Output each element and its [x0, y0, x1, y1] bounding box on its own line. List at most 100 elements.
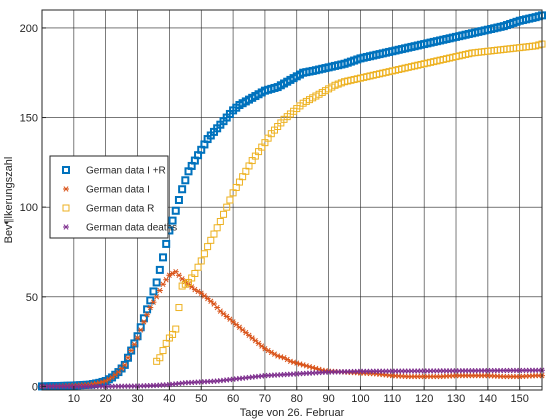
x-tick-label: 60 — [227, 393, 239, 405]
plot-frame — [41, 9, 543, 391]
data-point — [162, 239, 171, 248]
data-point — [258, 343, 265, 349]
data-point — [226, 196, 234, 204]
legend: German data I +R German data I German data… — [49, 155, 177, 239]
legend-entry: German data deaths — [63, 223, 177, 234]
data-point — [249, 335, 256, 341]
data-point — [137, 327, 144, 333]
y-tick-label: 0 — [32, 381, 38, 393]
data-point — [144, 311, 151, 318]
data-point — [223, 203, 231, 211]
series-layer — [38, 11, 546, 391]
data-point — [216, 218, 224, 226]
data-point — [239, 327, 246, 333]
data-point — [133, 332, 142, 341]
data-point — [146, 296, 155, 305]
data-point — [255, 340, 262, 347]
y-tick-label: 150 — [20, 113, 38, 125]
data-point — [156, 354, 164, 362]
data-point — [204, 295, 211, 302]
data-point — [198, 290, 205, 296]
data-point — [143, 305, 152, 314]
data-point — [159, 253, 168, 262]
y-axis-ticks: 0 50 100 150 200 — [20, 23, 46, 393]
data-point — [124, 355, 131, 361]
data-point — [121, 362, 128, 368]
data-point — [217, 308, 224, 314]
data-point — [220, 311, 227, 317]
legend-label: German data deaths — [86, 223, 177, 234]
x-tick-label: 10 — [68, 393, 80, 405]
data-point — [109, 374, 116, 381]
data-point — [147, 304, 154, 311]
y-tick-label: 200 — [20, 23, 38, 35]
data-point — [160, 281, 167, 287]
data-point — [168, 216, 177, 225]
data-point — [178, 185, 187, 194]
data-point — [171, 206, 180, 215]
y-tick-label: 100 — [20, 202, 38, 214]
x-tick-label: 120 — [415, 393, 433, 405]
x-tick-label: 150 — [511, 393, 529, 405]
series-2 — [153, 40, 546, 365]
series-3 — [39, 367, 545, 390]
data-point — [246, 332, 253, 339]
data-point — [156, 287, 163, 294]
legend-entry: German data I +R — [62, 166, 166, 177]
data-point — [159, 347, 167, 355]
x-tick-label: 110 — [384, 393, 402, 405]
legend-label: German data I +R — [86, 166, 166, 177]
x-tick-label: 20 — [100, 393, 112, 405]
data-point — [150, 299, 157, 305]
x-tick-label: 140 — [479, 393, 497, 405]
x-tick-label: 40 — [163, 393, 175, 405]
y-tick-label: 50 — [26, 292, 38, 304]
legend-marker — [62, 166, 70, 174]
data-point — [179, 276, 186, 282]
data-point — [149, 287, 158, 296]
data-point — [181, 176, 190, 185]
data-point — [223, 313, 230, 320]
data-point — [112, 372, 119, 378]
data-point — [207, 298, 214, 305]
legend-entry: German data R — [62, 204, 154, 215]
data-point — [197, 257, 205, 265]
data-point — [130, 339, 139, 348]
y-axis-label: Bev¶lkerungszahl — [3, 157, 15, 244]
data-point — [236, 324, 243, 330]
data-point — [172, 325, 180, 333]
legend-marker — [63, 224, 69, 230]
legend-label: German data I — [86, 185, 150, 196]
legend-marker — [63, 186, 69, 192]
data-point — [230, 319, 237, 325]
x-tick-label: 130 — [447, 393, 465, 405]
data-point — [242, 329, 249, 336]
data-point — [200, 250, 208, 258]
x-axis-ticks: 10 20 30 40 50 60 70 80 90 100 110 120 130 140 150 — [68, 386, 529, 405]
data-point — [134, 335, 141, 341]
x-tick-label: 80 — [291, 393, 303, 405]
data-point — [131, 341, 138, 348]
series-0 — [38, 11, 546, 391]
x-axis-label: Tage von 26. Februar — [240, 407, 345, 419]
data-point — [226, 316, 233, 322]
data-point — [152, 278, 161, 287]
data-point — [233, 321, 240, 328]
data-point — [220, 210, 228, 218]
x-tick-label: 100 — [351, 393, 369, 405]
data-point — [140, 319, 147, 325]
data-point — [163, 277, 170, 283]
legend-label: German data R — [86, 204, 154, 215]
legend-entry: German data I — [63, 185, 150, 196]
data-point — [155, 265, 164, 274]
x-tick-label: 30 — [131, 393, 143, 405]
x-tick-label: 50 — [195, 393, 207, 405]
legend-marker — [62, 204, 70, 212]
x-tick-label: 90 — [322, 393, 334, 405]
data-point — [174, 196, 183, 204]
data-point — [175, 304, 183, 312]
data-point — [153, 294, 160, 300]
data-point — [128, 347, 135, 354]
data-point — [201, 293, 208, 299]
